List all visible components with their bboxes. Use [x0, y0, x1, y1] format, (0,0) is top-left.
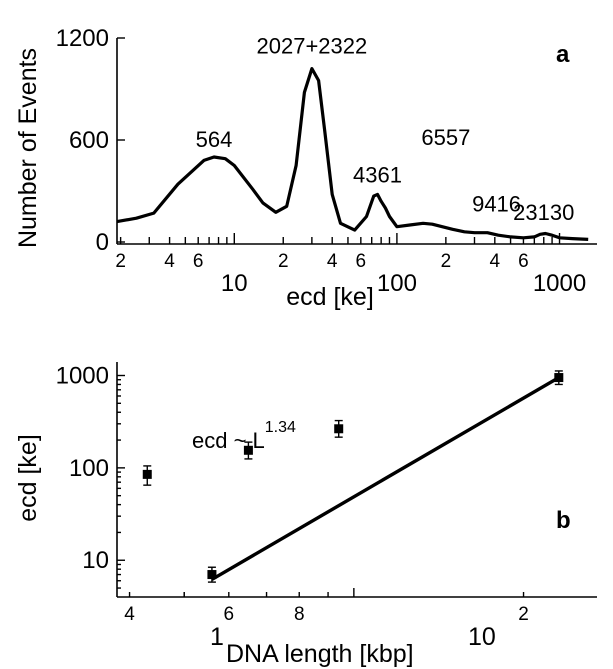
panel-a-x-major-tick-label: 1000 — [533, 270, 586, 297]
panel-a-peak-annotation: 6557 — [421, 125, 470, 150]
panel-b-data-point — [207, 570, 217, 580]
panel-b-fit-line-group — [211, 376, 560, 581]
panel-a-x-minor-tick-label: 4 — [327, 251, 338, 272]
panel-a-peak-annotation: 23130 — [513, 200, 574, 225]
panel-a-x-minor-tick-label: 6 — [193, 251, 204, 272]
panel-a: Number of Events ecd [ke] a 0 600 1200 10 10… — [14, 25, 597, 311]
panel-a-y-tick-label: 1200 — [56, 25, 109, 52]
panel-b-data-point — [142, 469, 152, 479]
panel-b-x-axis-label: DNA length [kbp] — [226, 640, 414, 668]
panel-b-fit-label-group: ecd ~ L1.34 — [192, 419, 296, 453]
panel-b-points — [142, 370, 564, 583]
panel-a-x-minor-tick-label: 6 — [356, 251, 367, 272]
panel-a-x-minor-tick-label: 2 — [278, 251, 289, 272]
panel-b-x-tick-label: 4 — [124, 604, 135, 625]
panel-a-x-major-tick-label: 100 — [377, 270, 417, 297]
panel-a-series-line — [116, 66, 589, 241]
panel-a-peak-annotation: 2027+2322 — [257, 33, 368, 58]
panel-b-data-point — [334, 424, 344, 434]
panel-b-x-tick-label: 8 — [294, 604, 305, 625]
panel-b-letter: b — [556, 507, 571, 534]
panel-a-y-tick-label: 600 — [69, 127, 109, 154]
panel-a-letter: a — [556, 41, 570, 68]
panel-a-y-tick-label: 0 — [96, 229, 109, 256]
panel-b-fit-label: ecd ~ L1.34 — [192, 419, 296, 453]
panel-b: ecd [ke] b 10 100 1000 4 6 8 2 ecd ~ L1.34 1DN… — [14, 362, 597, 668]
panel-b-axes — [116, 362, 597, 598]
panel-b-y-tick-label: 100 — [69, 455, 109, 482]
panel-b-x-tick-label: 6 — [224, 604, 235, 625]
panel-b-x-tick-label: 2 — [518, 604, 529, 625]
fit-label-base: ecd ~ L — [192, 428, 265, 453]
panel-a-x-minor-tick-label: 4 — [490, 251, 501, 272]
panel-b-data-point — [243, 445, 253, 455]
panel-a-x-major-tick-label: 10 — [221, 270, 248, 297]
panel-b-y-axis-label: ecd [ke] — [14, 434, 42, 522]
panel-a-x-minor-tick-label: 4 — [164, 251, 175, 272]
panel-b-y-tick-label: 1000 — [56, 362, 109, 389]
panel-b-decade-label-left: 1 — [210, 623, 224, 651]
panel-b-y-tick-label: 10 — [82, 547, 109, 574]
panel-a-x-minor-tick-label: 2 — [115, 251, 126, 272]
panel-a-y-axis-label: Number of Events — [14, 48, 42, 248]
panel-a-peak-annotation: 564 — [196, 127, 233, 152]
panel-a-x-axis-label: ecd [ke] — [286, 283, 374, 311]
panel-a-axes — [116, 38, 597, 245]
panel-a-series — [116, 66, 589, 241]
panel-b-decade-label-right: 10 — [468, 623, 496, 651]
panel-a-x-minor-tick-label: 2 — [441, 251, 452, 272]
panel-a-peak-annotation: 9416 — [472, 191, 521, 216]
fit-label-exponent: 1.34 — [265, 419, 296, 436]
panel-a-peak-annotation: 4361 — [353, 163, 402, 188]
panel-b-fit-line — [211, 376, 560, 581]
panel-b-data-point — [554, 373, 564, 383]
panel-b-ticks: 10 100 1000 4 6 8 2 — [56, 362, 529, 625]
panel-a-x-minor-tick-label: 6 — [518, 251, 529, 272]
